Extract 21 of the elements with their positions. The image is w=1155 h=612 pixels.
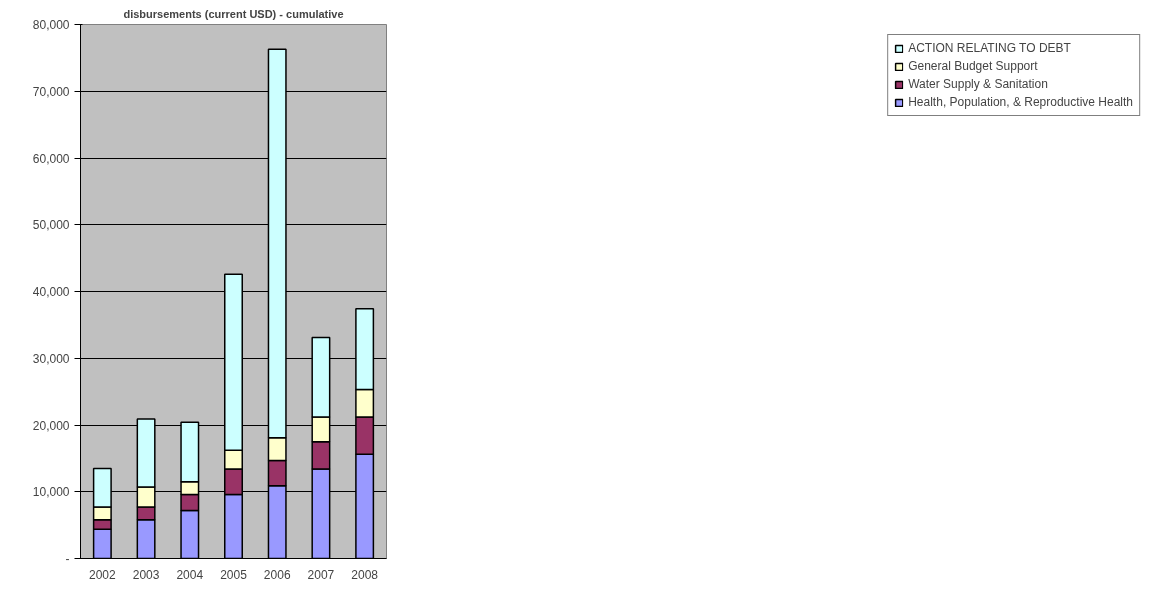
x-tick-label: 2002 xyxy=(89,567,117,582)
y-tick-label: 50,000 xyxy=(32,218,70,233)
x-tick-label: 2006 xyxy=(263,567,291,582)
y-tick-label: 20,000 xyxy=(32,418,70,433)
y-tick-label: 80,000 xyxy=(32,18,70,32)
chart-title: disbursements (current USD) - cumulative xyxy=(123,7,344,20)
y-tick-label: 60,000 xyxy=(32,151,70,166)
y-tick-label: 40,000 xyxy=(32,285,70,299)
y-tick-label: 70,000 xyxy=(32,84,70,99)
x-tick-label: 2008 xyxy=(351,567,379,582)
y-tick-label: - xyxy=(65,552,70,566)
y-tick-label: 30,000 xyxy=(32,351,70,366)
legend-label: Health, Population, & Reproductive Health xyxy=(908,95,1133,109)
y-tick-label: 10,000 xyxy=(32,485,70,500)
x-tick-label: 2004 xyxy=(176,567,204,582)
legend-label: ACTION RELATING TO DEBT xyxy=(908,41,1071,55)
legend-label: General Budget Support xyxy=(908,59,1038,73)
legend-label: Water Supply & Sanitation xyxy=(908,77,1048,91)
x-tick-label: 2007 xyxy=(307,567,335,582)
x-tick-label: 2003 xyxy=(132,567,160,582)
x-tick-label: 2005 xyxy=(220,567,248,582)
